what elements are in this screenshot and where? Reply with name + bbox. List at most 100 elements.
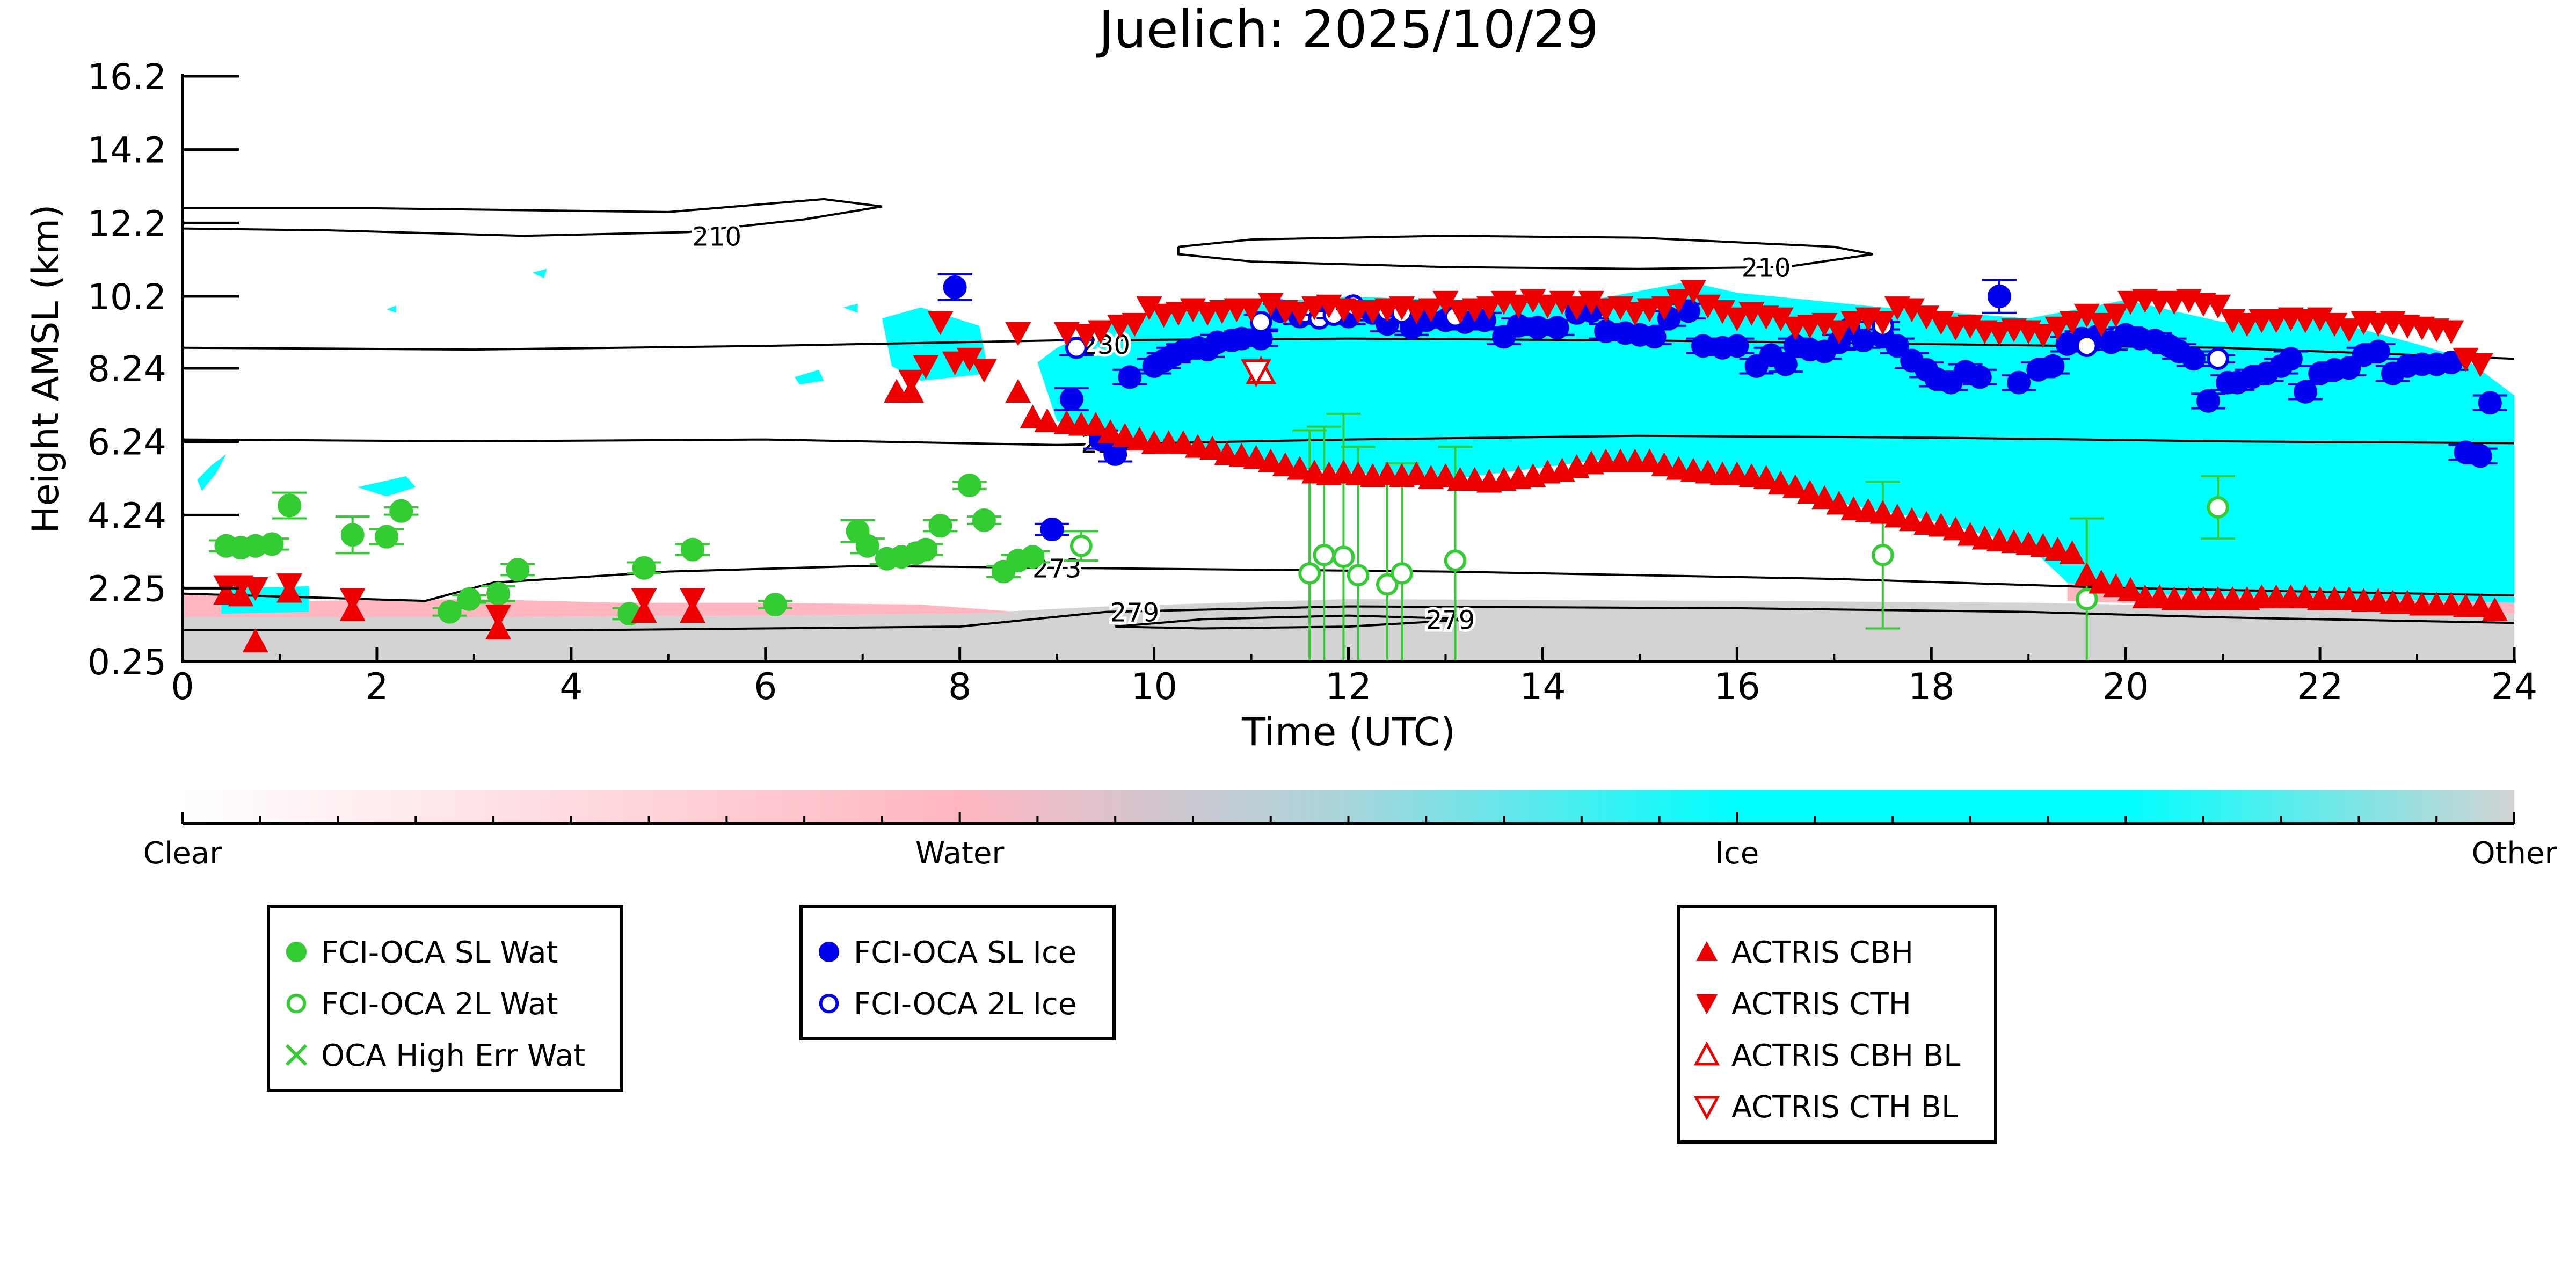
legend-label: ACTRIS CBH [1731, 935, 1913, 970]
fci-oca-sl-ice-point [1987, 285, 2011, 309]
actris-cth-point [1287, 302, 1313, 326]
fci-oca-2l-wat-point [2207, 496, 2229, 519]
fci-oca-sl-ice-point [1676, 299, 1700, 323]
actris-cbh-point [1884, 504, 1910, 528]
x-tick-label: 4 [559, 666, 583, 708]
contour-line [1177, 235, 1874, 270]
actris-cbh-point [1126, 426, 1153, 450]
fci-oca-2l-wat-point [1444, 549, 1467, 572]
actris-cbh-point [1097, 419, 1124, 443]
actris-cbh-point [1753, 465, 1779, 489]
actris-cth-point [2088, 312, 2114, 337]
actris-cth-point [680, 588, 706, 612]
actris-cth-point [1088, 320, 1114, 344]
actris-cth-point [942, 351, 968, 376]
series-fci-oca-sl-wat [209, 473, 1050, 626]
actris-cth-point [1505, 294, 1532, 319]
actris-cbh-point [1942, 516, 1969, 541]
fci-oca-sl-ice-point [1725, 334, 1749, 358]
actris-cbh-point [1287, 456, 1313, 480]
fci-oca-2l-wat-point [1070, 534, 1093, 557]
x-tick-label: 22 [2297, 666, 2344, 708]
actris-cth-point [2467, 353, 2493, 377]
colorbar-label: Clear [143, 836, 222, 871]
fci-oca-sl-ice-point [1851, 329, 1875, 353]
legend-frame [267, 905, 623, 1092]
legend-label: FCI-OCA 2L Ice [854, 987, 1076, 1022]
fci-oca-sl-ice-point [2468, 444, 2492, 468]
legend-item: FCI-OCA SL Wat [286, 935, 558, 970]
fci-oca-sl-wat-point [632, 556, 656, 580]
actris-cbh-point [1636, 448, 1663, 472]
x-tick-label: 6 [754, 666, 777, 708]
actris-cbh-point [2117, 577, 2144, 601]
actris-cbh-point [1112, 423, 1138, 447]
actris-cth-point [2103, 303, 2129, 328]
fci-oca-sl-wat-point [278, 493, 302, 518]
actris-cbh-point [1020, 404, 1046, 428]
legend-frame [1677, 905, 1997, 1144]
contour-label: 210 [1742, 253, 1791, 283]
x-axis-label: Time (UTC) [1241, 709, 1456, 754]
cloud-classification-field [183, 268, 2514, 661]
fci-oca-sl-ice-point [2293, 380, 2317, 404]
legend-item: ACTRIS CTH BL [1693, 1090, 1958, 1125]
fci-oca-sl-ice-point [2366, 339, 2390, 363]
actris-cth-point [1709, 300, 1736, 324]
actris-cth-point [2336, 318, 2362, 343]
legend-marker [286, 942, 307, 962]
fci-oca-2l-wat-point [1871, 543, 1894, 566]
y-tick-label: 8.24 [88, 348, 166, 390]
actris-cbh-point [1782, 474, 1808, 498]
legend-marker [1693, 1041, 1720, 1066]
legend-box: FCI-OCA SL Ice FCI-OCA 2L Ice [799, 905, 1116, 1040]
actris-cth-point [631, 588, 657, 612]
fci-oca-sl-wat-point [1021, 545, 1045, 569]
x-tick-label: 16 [1714, 666, 1760, 708]
contour-label: 279 [1426, 605, 1475, 635]
fci-oca-2l-ice-point [1249, 311, 1272, 333]
fci-oca-2l-ice-point [2207, 347, 2229, 370]
actris-cth-point [927, 311, 954, 335]
fci-oca-sl-wat-point [486, 581, 511, 606]
actris-cth-point [2234, 312, 2260, 337]
fci-oca-sl-wat-point [928, 514, 952, 538]
legend-marker [1696, 941, 1718, 961]
actris-cth-point [1418, 298, 1444, 322]
ice-patch [197, 454, 227, 491]
actris-cbh-point [1243, 445, 1269, 469]
y-tick-label: 10.2 [88, 276, 166, 318]
actris-cbh-point [2059, 540, 2085, 564]
fci-oca-2l-wat-point [1332, 545, 1355, 569]
actris-cth-point [1257, 293, 1284, 317]
legend-item: ACTRIS CTH [1696, 987, 1911, 1022]
fci-oca-sl-ice-point [2181, 347, 2206, 371]
legend-marker [286, 993, 307, 1014]
actris-cth-point [1811, 312, 1838, 337]
legend-frame [799, 905, 1116, 1040]
fci-oca-sl-wat-point [681, 537, 705, 562]
y-tick-label: 0.25 [88, 642, 166, 683]
actris-cth-point [1476, 296, 1502, 321]
legend-box: FCI-OCA SL Wat FCI-OCA 2L Wat OCA High Err… [267, 905, 623, 1092]
legend-item: FCI-OCA 2L Ice [819, 987, 1076, 1022]
legend-label: ACTRIS CBH BL [1731, 1038, 1960, 1073]
x-tick-label: 20 [2102, 666, 2149, 708]
ice-patch [387, 305, 397, 313]
actris-cth-point [1840, 311, 1867, 335]
fci-oca-sl-wat-point [957, 473, 981, 497]
legend-item: ACTRIS CBH [1696, 935, 1913, 970]
x-tick-label: 2 [365, 666, 388, 708]
actris-cth-point [1986, 322, 2012, 346]
fci-oca-sl-ice-point [2478, 391, 2502, 415]
legend-label: FCI-OCA 2L Wat [321, 987, 558, 1022]
actris-cbh-point [1272, 452, 1298, 476]
y-tick-label: 16.2 [88, 56, 166, 98]
fci-oca-sl-wat-point [506, 558, 530, 582]
actris-cbh-point [1928, 513, 1954, 537]
actris-cbh-point [1826, 491, 1852, 515]
actris-cth-point [2044, 316, 2071, 341]
series-actris-cth-bl [1241, 359, 1271, 388]
fci-oca-2l-wat-point [2075, 587, 2098, 610]
legend-label: OCA High Err Wat [321, 1038, 585, 1073]
